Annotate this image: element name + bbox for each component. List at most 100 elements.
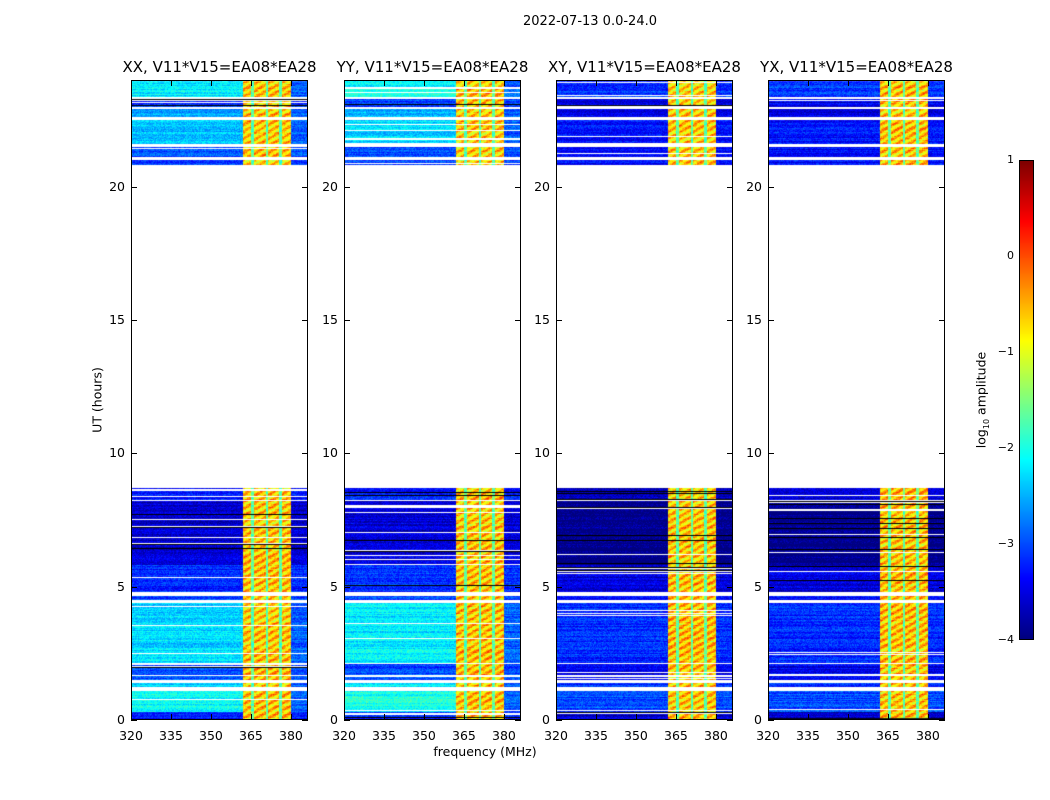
y-tick-mark — [302, 720, 308, 721]
x-tick-label: 320 — [544, 728, 568, 743]
x-tick-mark — [556, 80, 557, 86]
y-tick-label: 15 — [322, 312, 338, 327]
y-tick-mark — [131, 720, 137, 721]
x-tick-mark — [768, 714, 769, 720]
x-tick-mark — [595, 714, 597, 720]
colorbar-tick-label: 1 — [1007, 153, 1014, 166]
x-tick-label: 365 — [239, 728, 263, 743]
x-tick-mark — [927, 80, 929, 86]
y-tick-mark — [727, 453, 733, 455]
colorbar-tick-label: 0 — [1007, 249, 1014, 262]
panel-3: YX, V11*V15=EA08*EA28 320 335 350 365 380 0 5 10… — [746, 58, 953, 743]
y-tick-mark — [515, 186, 521, 188]
colorbar-label-sub: 10 — [981, 418, 991, 430]
heatmap — [768, 80, 945, 720]
y-tick-label: 5 — [330, 578, 338, 594]
x-tick-mark — [250, 714, 252, 720]
x-tick-mark — [595, 80, 597, 86]
x-tick-mark — [715, 80, 717, 86]
x-tick-mark — [887, 714, 889, 720]
y-tick-mark — [344, 720, 350, 721]
colorbar-label-rest: amplitude — [973, 351, 989, 419]
y-tick-mark — [556, 453, 562, 455]
x-tick-mark — [423, 80, 425, 86]
x-tick-mark — [344, 80, 345, 86]
y-tick-label: 20 — [746, 178, 762, 194]
colorbar — [1019, 160, 1034, 640]
y-tick-mark — [727, 320, 733, 321]
x-tick-label: 350 — [412, 728, 436, 743]
y-tick-mark — [344, 453, 350, 455]
y-tick-mark — [939, 720, 945, 721]
heatmap — [131, 80, 308, 720]
y-tick-label: 0 — [542, 712, 550, 727]
y-tick-mark — [131, 186, 137, 188]
x-tick-mark — [847, 80, 849, 86]
x-tick-mark — [344, 714, 345, 720]
y-tick-mark — [939, 186, 945, 188]
x-tick-mark — [210, 714, 212, 720]
panel-0: XX, V11*V15=EA08*EA28 320 335 350 365 380 0 5 10… — [109, 58, 316, 743]
y-tick-mark — [131, 586, 137, 588]
y-tick-mark — [131, 453, 137, 455]
x-tick-mark — [290, 80, 292, 86]
x-tick-mark — [463, 80, 465, 86]
x-tick-mark — [675, 80, 677, 86]
plot-frame — [556, 80, 733, 720]
heatmap — [556, 80, 733, 720]
colorbar-tick-label: −4 — [997, 633, 1014, 646]
panel-title: XY, V11*V15=EA08*EA28 — [548, 58, 741, 76]
x-tick-label: 335 — [584, 728, 608, 743]
x-tick-label: 365 — [876, 728, 900, 743]
y-tick-label: 10 — [746, 445, 762, 461]
y-tick-label: 20 — [534, 178, 550, 194]
x-axis-label: frequency (MHz) — [433, 744, 537, 759]
x-tick-mark — [635, 80, 637, 86]
colorbar-label-main: log — [973, 429, 989, 449]
colorbar-tick-label: −3 — [997, 537, 1014, 550]
y-tick-label: 20 — [109, 178, 125, 194]
x-tick-mark — [463, 714, 465, 720]
x-tick-mark — [383, 80, 385, 86]
y-tick-mark — [939, 453, 945, 455]
panel-2: XY, V11*V15=EA08*EA28 320 335 350 365 380 0 5 10… — [534, 58, 741, 743]
x-tick-mark — [807, 714, 809, 720]
y-tick-label: 20 — [322, 178, 338, 194]
y-tick-label: 0 — [330, 712, 338, 727]
plot-frame — [768, 80, 945, 720]
y-tick-mark — [302, 320, 308, 321]
y-tick-mark — [302, 453, 308, 455]
x-tick-mark — [927, 714, 929, 720]
y-tick-label: 5 — [117, 578, 125, 594]
x-tick-label: 335 — [796, 728, 820, 743]
figure-title: 2022-07-13 0.0-24.0 — [523, 14, 657, 29]
x-tick-label: 380 — [704, 728, 728, 743]
x-tick-mark — [807, 80, 809, 86]
y-tick-mark — [515, 453, 521, 455]
panel-title: YY, V11*V15=EA08*EA28 — [336, 58, 529, 76]
y-tick-label: 10 — [534, 445, 550, 461]
y-tick-mark — [727, 720, 733, 721]
x-tick-mark — [170, 80, 172, 86]
x-tick-label: 380 — [279, 728, 303, 743]
x-tick-mark — [768, 80, 769, 86]
y-tick-mark — [768, 186, 774, 188]
y-tick-mark — [515, 720, 521, 721]
y-tick-mark — [515, 586, 521, 588]
y-tick-mark — [727, 586, 733, 588]
x-tick-mark — [715, 714, 717, 720]
x-tick-mark — [847, 714, 849, 720]
x-tick-label: 320 — [332, 728, 356, 743]
x-tick-label: 350 — [199, 728, 223, 743]
x-tick-mark — [675, 714, 677, 720]
y-tick-mark — [302, 586, 308, 588]
x-tick-label: 380 — [916, 728, 940, 743]
x-tick-mark — [131, 80, 132, 86]
x-tick-label: 350 — [624, 728, 648, 743]
heatmap — [344, 80, 521, 720]
y-tick-label: 10 — [322, 445, 338, 461]
y-tick-mark — [556, 320, 562, 321]
plot-frame — [344, 80, 521, 720]
x-tick-mark — [635, 714, 637, 720]
